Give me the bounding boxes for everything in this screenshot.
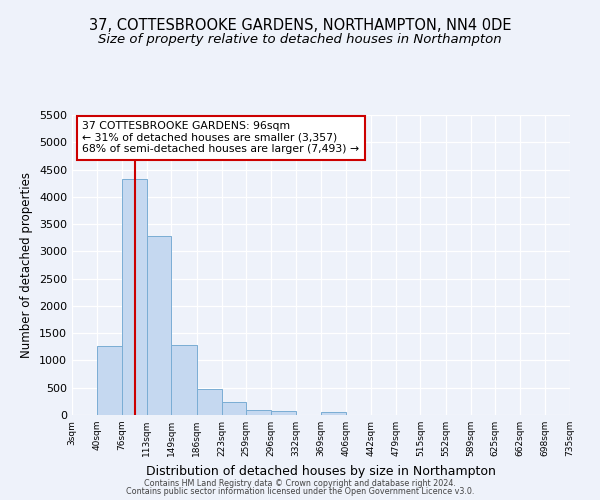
- Bar: [122, 179, 147, 415]
- Bar: [271, 412, 296, 415]
- Bar: [246, 410, 271, 415]
- Bar: [147, 236, 172, 415]
- Text: Contains HM Land Registry data © Crown copyright and database right 2024.: Contains HM Land Registry data © Crown c…: [144, 478, 456, 488]
- Text: 37, COTTESBROOKE GARDENS, NORTHAMPTON, NN4 0DE: 37, COTTESBROOKE GARDENS, NORTHAMPTON, N…: [89, 18, 511, 32]
- Y-axis label: Number of detached properties: Number of detached properties: [20, 172, 34, 358]
- Bar: [97, 346, 122, 415]
- X-axis label: Distribution of detached houses by size in Northampton: Distribution of detached houses by size …: [146, 464, 496, 477]
- Bar: [221, 402, 246, 415]
- Text: 37 COTTESBROOKE GARDENS: 96sqm
← 31% of detached houses are smaller (3,357)
68% : 37 COTTESBROOKE GARDENS: 96sqm ← 31% of …: [82, 121, 359, 154]
- Bar: [197, 389, 221, 415]
- Bar: [321, 412, 346, 415]
- Text: Contains public sector information licensed under the Open Government Licence v3: Contains public sector information licen…: [126, 487, 474, 496]
- Bar: [172, 344, 197, 415]
- Text: Size of property relative to detached houses in Northampton: Size of property relative to detached ho…: [98, 32, 502, 46]
